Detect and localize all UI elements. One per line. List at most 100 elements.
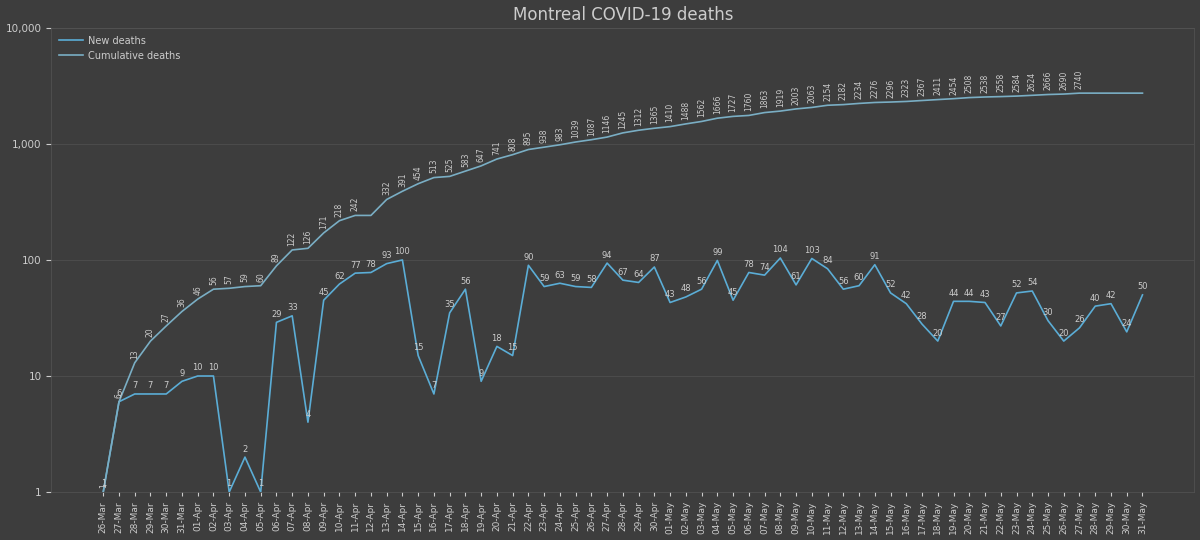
New deaths: [521, 262, 535, 268]
New deaths: [222, 489, 236, 495]
Text: 1: 1: [227, 480, 232, 489]
Text: 1727: 1727: [728, 93, 738, 112]
Text: 15: 15: [508, 343, 518, 352]
Cumulative deaths: [1073, 90, 1087, 96]
Legend: New deaths, Cumulative deaths: New deaths, Cumulative deaths: [56, 33, 184, 63]
Text: 7: 7: [132, 381, 138, 390]
Text: 84: 84: [822, 256, 833, 265]
Text: 7: 7: [163, 381, 169, 390]
Text: 45: 45: [728, 288, 738, 296]
Text: 50: 50: [1138, 282, 1147, 292]
Text: 29: 29: [271, 310, 282, 319]
Text: 20: 20: [146, 327, 155, 337]
Cumulative deaths: [253, 282, 268, 289]
Text: 2063: 2063: [808, 84, 816, 103]
New deaths: [253, 489, 268, 495]
Text: 2558: 2558: [996, 73, 1006, 92]
Text: 647: 647: [476, 147, 486, 161]
Text: 171: 171: [319, 214, 328, 229]
Text: 60: 60: [853, 273, 864, 282]
Text: 20: 20: [1058, 328, 1069, 338]
Cumulative deaths: [569, 139, 583, 145]
Text: 27: 27: [162, 312, 170, 322]
Cumulative deaths: [1135, 90, 1150, 96]
Text: 122: 122: [288, 232, 296, 246]
Text: 2454: 2454: [949, 75, 958, 94]
Text: 9: 9: [179, 369, 185, 378]
Text: 64: 64: [634, 270, 644, 279]
Text: 62: 62: [334, 272, 344, 280]
Text: 7: 7: [431, 381, 437, 390]
Cumulative deaths: [96, 489, 110, 495]
Text: 94: 94: [602, 251, 612, 260]
Text: 513: 513: [430, 159, 438, 173]
Text: 35: 35: [444, 300, 455, 309]
Text: 33: 33: [287, 303, 298, 312]
Text: 18: 18: [492, 334, 503, 343]
Text: 583: 583: [461, 152, 470, 167]
Cumulative deaths: [521, 146, 535, 153]
New deaths: [1135, 292, 1150, 298]
Text: 391: 391: [398, 173, 407, 187]
Text: 56: 56: [696, 276, 707, 286]
Text: 1245: 1245: [618, 110, 628, 129]
Text: 2538: 2538: [980, 73, 990, 93]
Cumulative deaths: [222, 285, 236, 292]
Text: 44: 44: [964, 289, 974, 298]
Text: 10: 10: [192, 363, 203, 373]
Text: 983: 983: [556, 126, 564, 140]
Text: 2740: 2740: [1075, 70, 1084, 89]
Text: 67: 67: [618, 268, 629, 276]
Text: 48: 48: [680, 285, 691, 293]
Text: 26: 26: [1074, 315, 1085, 325]
Text: 242: 242: [350, 197, 360, 211]
Text: 90: 90: [523, 253, 534, 262]
Text: 2624: 2624: [1027, 72, 1037, 91]
Text: 61: 61: [791, 272, 802, 281]
Text: 2323: 2323: [901, 78, 911, 97]
Text: 13: 13: [131, 349, 139, 359]
Text: 1410: 1410: [666, 103, 674, 123]
Text: 1562: 1562: [697, 98, 706, 117]
Text: 58: 58: [586, 275, 596, 284]
Text: 15: 15: [413, 343, 424, 352]
Text: 43: 43: [979, 290, 990, 299]
Text: 87: 87: [649, 254, 660, 264]
Text: 1: 1: [101, 480, 106, 489]
New deaths: [96, 489, 110, 495]
Text: 1760: 1760: [744, 92, 754, 111]
Text: 1488: 1488: [682, 100, 690, 120]
Text: 741: 741: [492, 140, 502, 155]
Text: 2276: 2276: [870, 79, 880, 98]
Text: 4: 4: [305, 410, 311, 418]
Text: 78: 78: [366, 260, 377, 269]
Line: New deaths: New deaths: [103, 258, 1142, 492]
Text: 42: 42: [1105, 291, 1116, 300]
Text: 2: 2: [242, 444, 247, 454]
Text: 218: 218: [335, 202, 344, 217]
Text: 6: 6: [114, 393, 124, 397]
New deaths: [773, 255, 787, 261]
Text: 1312: 1312: [634, 107, 643, 126]
Text: 332: 332: [382, 181, 391, 195]
Text: 59: 59: [570, 274, 581, 283]
Text: 78: 78: [744, 260, 755, 269]
Text: 10: 10: [209, 363, 218, 373]
Text: 99: 99: [712, 248, 722, 257]
Text: 93: 93: [382, 251, 392, 260]
Line: Cumulative deaths: Cumulative deaths: [103, 93, 1142, 492]
Cumulative deaths: [1056, 91, 1070, 97]
Text: 30: 30: [1043, 308, 1054, 317]
Text: 91: 91: [870, 252, 880, 261]
Text: 103: 103: [804, 246, 820, 255]
Text: 104: 104: [773, 246, 788, 254]
Text: 52: 52: [1012, 280, 1021, 289]
Text: 1666: 1666: [713, 94, 722, 114]
Title: Montreal COVID-19 deaths: Montreal COVID-19 deaths: [512, 5, 733, 24]
New deaths: [569, 284, 583, 290]
Text: 7: 7: [148, 381, 154, 390]
Text: 77: 77: [350, 261, 360, 269]
Text: 44: 44: [948, 289, 959, 298]
Text: 1863: 1863: [760, 89, 769, 109]
Text: 2182: 2182: [839, 82, 848, 100]
